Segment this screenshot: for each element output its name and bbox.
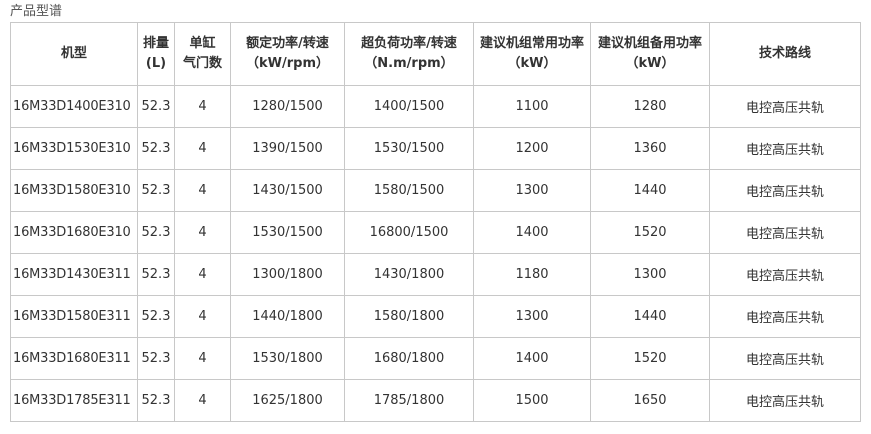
cell-standby-power: 1280 (590, 85, 710, 128)
cell-overload-power: 1680/1800 (344, 337, 474, 380)
cell-overload-power: 1430/1800 (344, 253, 474, 296)
header-rated-power: 额定功率/转速 （kW/rpm） (230, 22, 345, 86)
cell-technology: 电控高压共轨 (709, 85, 861, 128)
cell-technology: 电控高压共轨 (709, 337, 861, 380)
table-row: 16M33D1680E311 52.3 4 1530/1800 1680/180… (10, 337, 861, 380)
cell-valves: 4 (174, 85, 231, 128)
cell-prime-power: 1300 (473, 295, 591, 338)
cell-displacement: 52.3 (137, 379, 175, 422)
table-row: 16M33D1430E311 52.3 4 1300/1800 1430/180… (10, 253, 861, 296)
cell-technology: 电控高压共轨 (709, 379, 861, 422)
table-row: 16M33D1580E310 52.3 4 1430/1500 1580/150… (10, 169, 861, 212)
cell-prime-power: 1400 (473, 337, 591, 380)
cell-model: 16M33D1430E311 (10, 253, 138, 296)
cell-rated-power: 1280/1500 (230, 85, 345, 128)
cell-model: 16M33D1680E311 (10, 337, 138, 380)
cell-standby-power: 1650 (590, 379, 710, 422)
cell-displacement: 52.3 (137, 169, 175, 212)
cell-rated-power: 1440/1800 (230, 295, 345, 338)
cell-model: 16M33D1785E311 (10, 379, 138, 422)
table-caption: 产品型谱 (10, 4, 63, 19)
header-prime-power: 建议机组常用功率 （kW） (473, 22, 591, 86)
cell-rated-power: 1625/1800 (230, 379, 345, 422)
cell-model: 16M33D1680E310 (10, 211, 138, 254)
cell-prime-power: 1200 (473, 127, 591, 170)
cell-valves: 4 (174, 211, 231, 254)
cell-rated-power: 1390/1500 (230, 127, 345, 170)
cell-displacement: 52.3 (137, 295, 175, 338)
cell-standby-power: 1520 (590, 337, 710, 380)
cell-prime-power: 1300 (473, 169, 591, 212)
cell-model: 16M33D1580E310 (10, 169, 138, 212)
table-row: 16M33D1530E310 52.3 4 1390/1500 1530/150… (10, 127, 861, 170)
cell-technology: 电控高压共轨 (709, 127, 861, 170)
cell-overload-power: 1580/1500 (344, 169, 474, 212)
cell-valves: 4 (174, 379, 231, 422)
table-row: 16M33D1580E311 52.3 4 1440/1800 1580/180… (10, 295, 861, 338)
cell-overload-power: 1580/1800 (344, 295, 474, 338)
cell-valves: 4 (174, 295, 231, 338)
cell-displacement: 52.3 (137, 337, 175, 380)
cell-prime-power: 1100 (473, 85, 591, 128)
header-model: 机型 (10, 22, 138, 86)
cell-rated-power: 1530/1500 (230, 211, 345, 254)
cell-prime-power: 1180 (473, 253, 591, 296)
cell-overload-power: 1530/1500 (344, 127, 474, 170)
cell-prime-power: 1500 (473, 379, 591, 422)
table-row: 16M33D1785E311 52.3 4 1625/1800 1785/180… (10, 379, 861, 422)
cell-displacement: 52.3 (137, 85, 175, 128)
cell-technology: 电控高压共轨 (709, 253, 861, 296)
cell-overload-power: 1785/1800 (344, 379, 474, 422)
header-row: 机型 排量 (L) 单缸 气门数 额定功率/转速 （kW/rpm） 超负荷功率/… (10, 22, 861, 86)
cell-rated-power: 1530/1800 (230, 337, 345, 380)
cell-technology: 电控高压共轨 (709, 211, 861, 254)
cell-standby-power: 1300 (590, 253, 710, 296)
header-standby-power: 建议机组备用功率 （kW） (590, 22, 710, 86)
cell-valves: 4 (174, 127, 231, 170)
cell-standby-power: 1360 (590, 127, 710, 170)
cell-standby-power: 1520 (590, 211, 710, 254)
cell-displacement: 52.3 (137, 127, 175, 170)
cell-overload-power: 16800/1500 (344, 211, 474, 254)
header-displacement: 排量 (L) (137, 22, 175, 86)
cell-model: 16M33D1530E310 (10, 127, 138, 170)
cell-overload-power: 1400/1500 (344, 85, 474, 128)
cell-prime-power: 1400 (473, 211, 591, 254)
cell-displacement: 52.3 (137, 253, 175, 296)
table-row: 16M33D1400E310 52.3 4 1280/1500 1400/150… (10, 85, 861, 128)
cell-valves: 4 (174, 253, 231, 296)
cell-rated-power: 1300/1800 (230, 253, 345, 296)
header-valves-per-cylinder: 单缸 气门数 (174, 22, 231, 86)
header-overload-power: 超负荷功率/转速 （N.m/rpm） (344, 22, 474, 86)
cell-model: 16M33D1400E310 (10, 85, 138, 128)
cell-rated-power: 1430/1500 (230, 169, 345, 212)
cell-valves: 4 (174, 169, 231, 212)
cell-technology: 电控高压共轨 (709, 295, 861, 338)
cell-standby-power: 1440 (590, 169, 710, 212)
table-row: 16M33D1680E310 52.3 4 1530/1500 16800/15… (10, 211, 861, 254)
header-technology: 技术路线 (709, 22, 861, 86)
cell-displacement: 52.3 (137, 211, 175, 254)
cell-technology: 电控高压共轨 (709, 169, 861, 212)
cell-standby-power: 1440 (590, 295, 710, 338)
cell-valves: 4 (174, 337, 231, 380)
product-spec-table: 机型 排量 (L) 单缸 气门数 额定功率/转速 （kW/rpm） 超负荷功率/… (10, 22, 861, 422)
cell-model: 16M33D1580E311 (10, 295, 138, 338)
